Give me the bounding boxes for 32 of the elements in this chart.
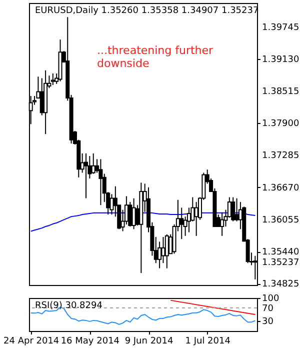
candlestick bbox=[194, 201, 198, 236]
candlestick bbox=[164, 234, 169, 269]
y-tick-label: 1.34825 bbox=[262, 280, 300, 290]
y-tick-label: 1.37900 bbox=[262, 119, 300, 130]
y-tick-label: 100 bbox=[262, 294, 280, 304]
y-tick-label: 1.37285 bbox=[262, 151, 300, 162]
candlestick bbox=[231, 196, 236, 222]
candlestick bbox=[84, 152, 88, 199]
annotation: ...threatening further downside bbox=[97, 44, 214, 70]
candlestick bbox=[220, 212, 224, 236]
candlestick bbox=[180, 207, 184, 240]
y-tick-label: 1.38515 bbox=[262, 86, 300, 97]
y-tick-label: 1.36055 bbox=[262, 215, 300, 226]
candlestick bbox=[50, 73, 55, 86]
candlestick bbox=[161, 236, 166, 264]
x-tick-label: 24 Apr 2014 bbox=[4, 336, 60, 346]
y-tick-label: 1.35237 bbox=[262, 258, 300, 268]
y-tick-label: 1.39745 bbox=[262, 22, 300, 33]
y-tick-label: 70 bbox=[262, 304, 274, 314]
x-tick-label: 16 May 2014 bbox=[60, 336, 120, 346]
y-tick-label: 1.35440 bbox=[262, 248, 300, 258]
y-tick-label: 1.36670 bbox=[262, 183, 300, 194]
y-tick-label: 30 bbox=[262, 317, 274, 328]
candlestick bbox=[98, 158, 103, 206]
candlestick bbox=[132, 198, 136, 230]
y-tick-label: 1.39130 bbox=[262, 54, 300, 65]
chart-title: EURUSD,Daily 1.35260 1.35358 1.34907 1.35237 bbox=[35, 6, 259, 16]
chart-title: RSI(9) 30.8294 bbox=[35, 301, 103, 311]
candlestick bbox=[158, 241, 162, 269]
x-tick-label: 1 Jul 2014 bbox=[185, 336, 231, 346]
candlestick bbox=[91, 152, 96, 174]
x-tick-label: 9 Jun 2014 bbox=[124, 336, 174, 346]
